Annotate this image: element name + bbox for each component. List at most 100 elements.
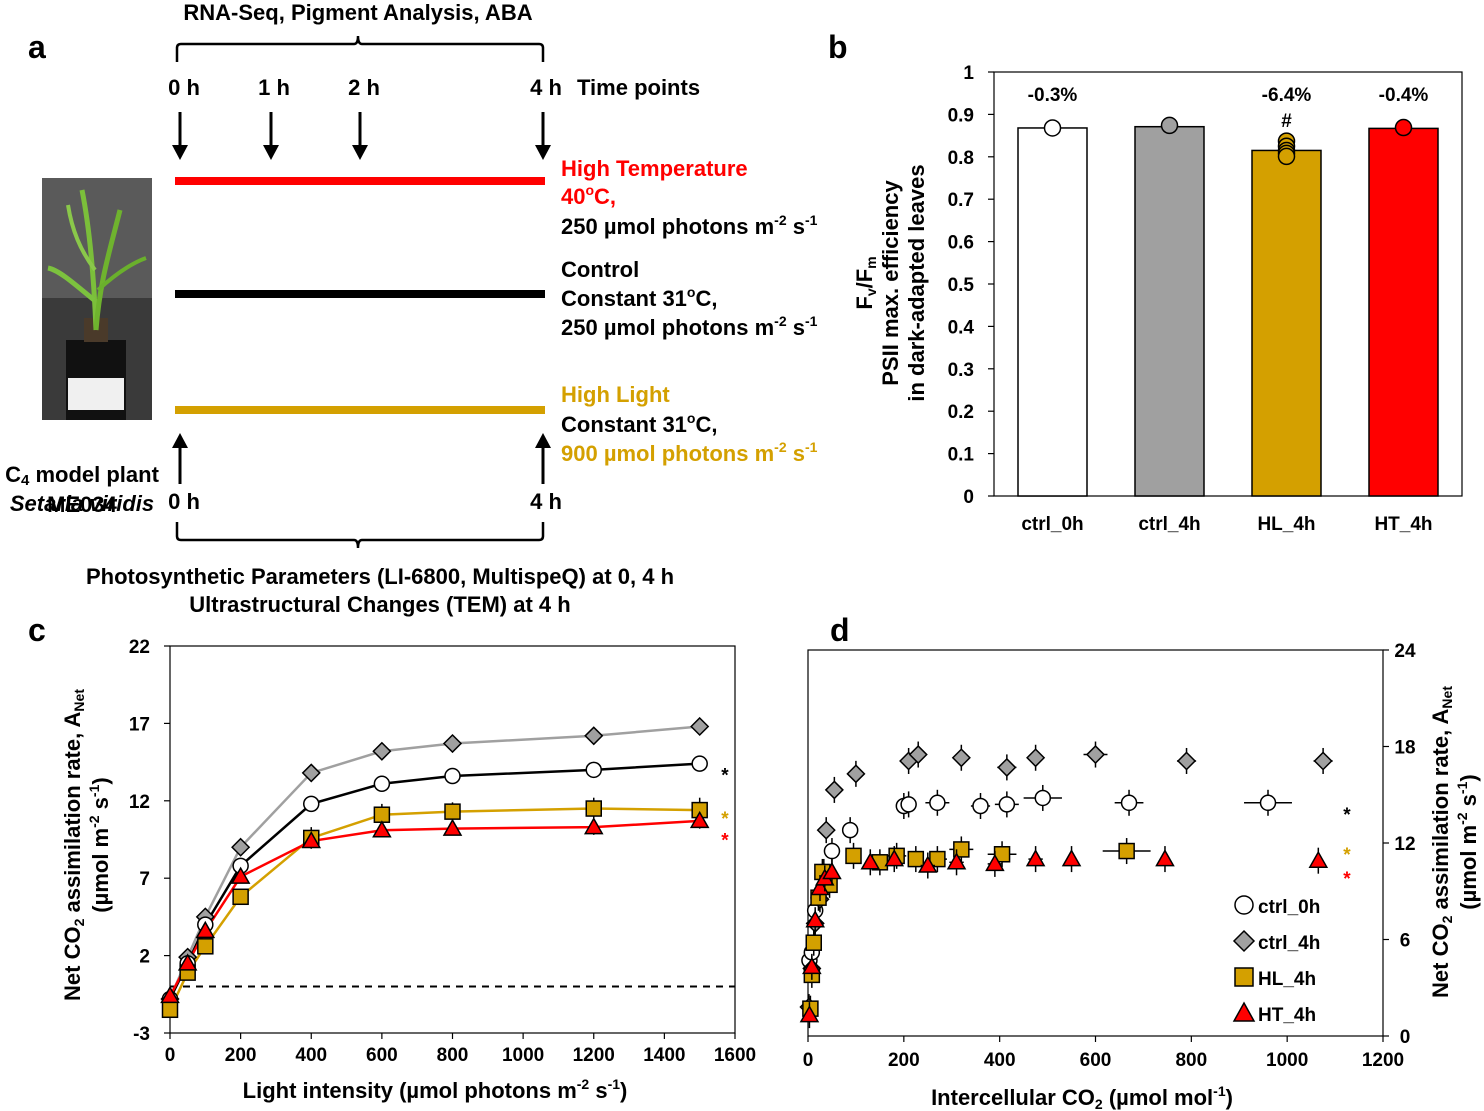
d-legend-label-ctrl_4h: ctrl_4h: [1258, 933, 1320, 954]
d-legend: ctrl_0h ctrl_4h HL_4h HT_4h: [1232, 895, 1320, 1026]
d-point-ctrl_4h: [824, 780, 844, 800]
c-y-tick-label: 7: [139, 869, 150, 890]
arrow-head-icon: [172, 433, 188, 448]
c-significance-asterisk: *: [721, 831, 729, 852]
panel-c-chart: -3 2 7 12 17 22 0 200 400 600 800 1000 1200 1400 1600 *…: [129, 637, 756, 1066]
d-ylabel-line1: Net CO2 assimilation rate, ANet: [1428, 686, 1455, 998]
time-point-4h: 4 h: [530, 75, 562, 100]
panel-d: d Net CO2 assimilation rate, ANet (µmol …: [799, 612, 1481, 1111]
b-x-tick-label: HT_4h: [1374, 514, 1432, 535]
d-x-tick-label: 200: [888, 1050, 920, 1071]
c-plot-frame: [169, 645, 736, 1034]
d-point-HT_4h: [822, 861, 842, 880]
b-bar-ctrl_4h: [1134, 125, 1205, 497]
d-point-ctrl_4h: [816, 820, 836, 840]
d-x-tick-label: 800: [1175, 1050, 1207, 1071]
plant-caption-ecotype: ME034: [47, 492, 117, 517]
c-point-HT_4h: [177, 953, 198, 971]
d-point-HT_4h: [1061, 849, 1082, 867]
time-point-0h: 0 h: [168, 75, 200, 100]
c-y-tick-label: -3: [133, 1024, 150, 1045]
d-point-ctrl_4h: [1085, 744, 1106, 765]
panel-d-y-axis-label: Net CO2 assimilation rate, ANet (µmol m-…: [1428, 686, 1481, 998]
b-y-tick-label: 1: [963, 63, 974, 84]
ht-title: High Temperature: [561, 156, 748, 181]
bottom-time-start: 0 h: [168, 489, 200, 514]
d-x-tick-label: 1000: [1266, 1050, 1308, 1071]
b-point: [1043, 119, 1062, 137]
time-arrows: [172, 112, 551, 160]
time-points: 0 h 1 h 2 h 4 h Time points: [168, 75, 700, 100]
top-bracket-label: RNA-Seq, Pigment Analysis, ABA: [183, 0, 532, 25]
b-y-tick-label: 0: [963, 487, 974, 508]
c-point-HT_4h: [689, 810, 710, 829]
d-y-tick-label: 18: [1394, 738, 1415, 759]
c-y-tick-label: 22: [129, 637, 150, 658]
d-legend-marker-ctrl_0h: [1234, 895, 1254, 915]
d-point-HT_4h: [1025, 849, 1046, 867]
ht-temp: 40oC,: [561, 182, 616, 209]
c-significance-asterisk: *: [721, 809, 729, 830]
panel-label-c: c: [28, 612, 46, 648]
b-ylabel-line2: PSII max. efficiency: [878, 180, 903, 386]
d-point-HT_4h: [918, 855, 938, 873]
b-ylabel-line1: Fv/Fm: [852, 256, 879, 309]
d-point-ctrl_0h: [998, 796, 1016, 813]
hl-title: High Light: [561, 382, 670, 407]
c-x-tick-label: 200: [225, 1045, 257, 1066]
d-point-ctrl_4h: [908, 744, 928, 765]
c-point-HT_4h: [160, 985, 180, 1004]
b-annotation: -6.4%: [1262, 85, 1312, 106]
panel-label-a: a: [28, 29, 46, 65]
c-ylabel-line2: (µmol m-2 s-1): [86, 777, 113, 912]
time-points-label: Time points: [577, 75, 700, 100]
b-y-tick-label: 0.5: [948, 275, 975, 296]
d-point-HL_4h: [907, 850, 925, 868]
up-arrows: [172, 433, 551, 484]
d-legend-marker-HT_4h: [1232, 1001, 1256, 1022]
c-point-HT_4h: [372, 820, 392, 838]
d-point-HT_4h: [805, 910, 825, 928]
c-x-tick-label: 1600: [714, 1045, 756, 1066]
d-xlabel: Intercellular CO2 (µmol mol-1): [931, 1083, 1233, 1111]
control-light: 250 µmol photons m-2 s-1: [561, 313, 818, 340]
c-x-tick-label: 1200: [573, 1045, 615, 1066]
d-point-ctrl_0h: [1120, 794, 1138, 812]
d-point-ctrl_0h: [929, 794, 946, 812]
b-y-tick-label: 0.9: [948, 105, 974, 126]
c-point-ctrl_0h: [444, 767, 461, 785]
c-significance-asterisk: *: [721, 766, 729, 787]
d-point-ctrl_4h: [1313, 751, 1333, 771]
b-annotation: -0.4%: [1379, 85, 1429, 106]
ht-label: High Temperature 40oC, 250 µmol photons …: [561, 156, 818, 239]
plant-photo: [42, 178, 152, 420]
d-point-HT_4h: [985, 853, 1005, 872]
c-point-HT_4h: [442, 818, 463, 836]
panel-c: c Net CO2 assimilation rate, ANet (µmol …: [28, 612, 756, 1103]
plant-caption-line1: C4 model plant: [5, 462, 159, 489]
d-y-tick-label: 0: [1400, 1027, 1411, 1048]
d-point-HL_4h: [929, 850, 946, 868]
b-y-tick-label: 0.1: [948, 445, 975, 466]
b-bar-ctrl_0h: [1017, 127, 1088, 497]
panel-c-y-axis-label: Net CO2 assimilation rate, ANet (µmol m-…: [60, 689, 113, 1001]
b-x-tick-label: ctrl_0h: [1021, 514, 1083, 535]
bottom-time-end: 4 h: [530, 489, 562, 514]
c-point-ctrl_0h: [585, 761, 602, 779]
arrow-head-icon: [535, 145, 551, 160]
c-point-HL_4h: [585, 800, 602, 817]
b-significance: #: [1281, 111, 1292, 132]
c-point-HL_4h: [232, 888, 249, 906]
b-bar-HL_4h: [1251, 149, 1322, 497]
d-significance-asterisk: *: [1343, 805, 1351, 826]
c-point-HT_4h: [195, 920, 216, 939]
d-legend-marker-ctrl_4h: [1232, 929, 1256, 953]
d-significance-asterisk: *: [1343, 845, 1351, 866]
c-y-tick-label: 12: [129, 792, 150, 813]
d-legend-label-HT_4h: HT_4h: [1258, 1005, 1316, 1026]
c-x-tick-label: 600: [366, 1045, 398, 1066]
d-point-HT_4h: [1308, 850, 1329, 868]
bottom-label-1: Photosynthetic Parameters (LI-6800, Mult…: [86, 564, 674, 589]
c-point-ctrl_0h: [373, 775, 391, 793]
ht-light: 250 µmol photons m-2 s-1: [561, 212, 818, 239]
